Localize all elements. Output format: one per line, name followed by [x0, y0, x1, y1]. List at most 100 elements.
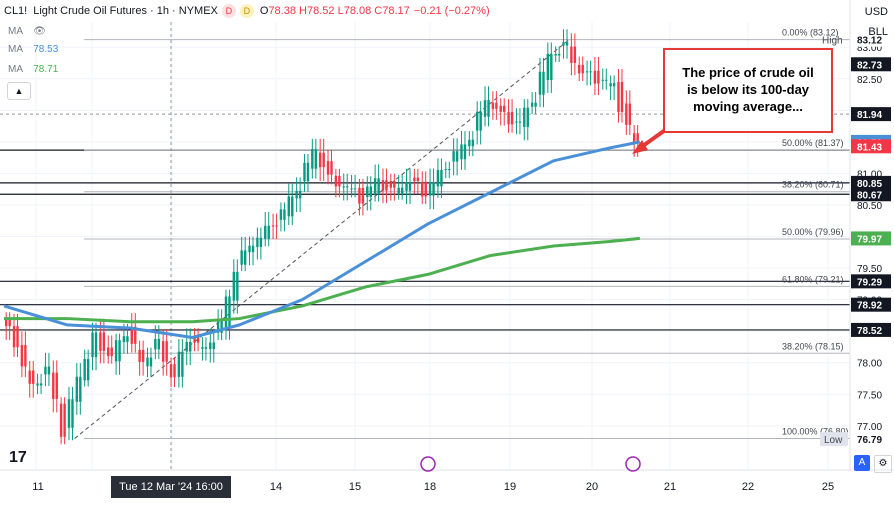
- candle-body: [52, 372, 55, 399]
- ma-value: 78.53: [33, 44, 59, 55]
- candle-body: [264, 225, 267, 239]
- symbol[interactable]: CL1!: [4, 5, 28, 17]
- candle-body: [295, 190, 298, 199]
- collapse-indicators-button[interactable]: ▲: [7, 82, 31, 100]
- candle-body: [523, 107, 526, 127]
- candle-body: [12, 326, 16, 348]
- candle-body: [306, 162, 310, 182]
- candle-body: [589, 71, 592, 73]
- candle-body: [141, 349, 145, 362]
- y-tick-label: 78.00: [857, 359, 882, 370]
- candle-body: [228, 296, 231, 328]
- candle-body: [177, 351, 181, 377]
- instrument-title: Light Crude Oil Futures · 1h · NYMEX: [33, 5, 218, 17]
- candle-body: [326, 161, 330, 175]
- candle-body: [397, 187, 400, 194]
- candle-body: [298, 190, 302, 199]
- annotation-line-3: moving average...: [693, 99, 803, 114]
- x-tick-label: 15: [349, 481, 361, 493]
- candle-body: [275, 225, 278, 227]
- candle-body: [515, 121, 518, 123]
- candle-body: [256, 237, 259, 248]
- candle-body: [243, 250, 247, 265]
- candle-body: [20, 345, 24, 367]
- price-tag-bg: [851, 139, 891, 154]
- unit-label[interactable]: BLL: [868, 26, 888, 38]
- candle-body: [389, 181, 393, 188]
- candle-body: [102, 332, 106, 351]
- candle-body: [110, 347, 113, 357]
- candle-body: [625, 103, 628, 125]
- candle-body: [267, 225, 270, 239]
- ma-row-3[interactable]: MA 78.71: [8, 64, 58, 75]
- candle-body: [91, 332, 94, 358]
- candle-body: [201, 347, 204, 349]
- candle-body: [491, 102, 495, 109]
- candle-body: [503, 105, 506, 112]
- candle-body: [353, 188, 357, 190]
- candle-body: [526, 107, 529, 127]
- y-tick-label: 80.50: [857, 201, 882, 212]
- low-tag-bg: [820, 432, 848, 447]
- candle-body: [322, 152, 325, 168]
- candle-body: [413, 177, 416, 182]
- candle-body: [605, 79, 608, 81]
- change-value: −0.21 (−0.27%): [413, 5, 490, 17]
- price-tag-bg: [851, 231, 891, 246]
- candle-body: [271, 225, 275, 227]
- x-tick-label: 18: [424, 481, 436, 493]
- candle-body: [444, 169, 447, 171]
- candle-body: [448, 169, 451, 171]
- y-tick-label: 81.00: [857, 169, 882, 180]
- settings-gear-icon[interactable]: ⚙: [874, 455, 892, 473]
- ma-row-2[interactable]: MA 78.53: [8, 44, 58, 55]
- eye-icon[interactable]: 👁: [33, 26, 46, 37]
- candle-body: [358, 187, 361, 204]
- candle-body: [86, 359, 90, 381]
- candle-body: [47, 366, 51, 375]
- ma-label: MA: [8, 64, 23, 75]
- candle-body: [157, 338, 161, 350]
- candle-body: [287, 196, 290, 217]
- price-tag-bg: [851, 175, 891, 190]
- candle-body: [16, 326, 19, 348]
- candle-body: [107, 347, 110, 357]
- auto-scale-button[interactable]: A: [854, 455, 870, 471]
- candle-body: [334, 175, 338, 187]
- candle-body: [346, 186, 349, 188]
- fib-level-label: 50.00% (81.37): [782, 138, 844, 148]
- candle-body: [554, 53, 557, 56]
- ma-row-1[interactable]: MA 👁: [8, 26, 46, 37]
- candle-body: [487, 100, 490, 117]
- candle-body: [126, 336, 129, 342]
- candle-body: [291, 196, 294, 217]
- candle-body: [550, 53, 553, 81]
- candle-body: [204, 347, 208, 349]
- y-tick-label: 77.00: [857, 422, 882, 433]
- candle-body: [75, 376, 79, 402]
- y-tick-label: 82.50: [857, 75, 882, 86]
- price-tag: 81.94: [857, 110, 882, 121]
- annotation-arrowhead: [632, 140, 648, 154]
- candle-body: [240, 250, 243, 265]
- candle-body: [400, 187, 404, 194]
- candle-body: [259, 237, 263, 248]
- candle-body: [154, 338, 157, 350]
- candle-body: [421, 181, 424, 197]
- candle-body: [455, 151, 459, 162]
- candle-body: [283, 209, 286, 220]
- fib-level-label: 0.00% (83.12): [782, 28, 839, 38]
- annotation-line-2: is below its 100-day: [686, 82, 810, 97]
- candle-body: [350, 188, 353, 190]
- crosshair-date-label: Tue 12 Mar '24 16:00: [111, 476, 231, 498]
- y-tick-label: 83.00: [857, 43, 882, 54]
- candle-body: [428, 182, 432, 196]
- candle-body: [573, 46, 577, 63]
- candle-body: [114, 340, 118, 362]
- price-tag-bg: [851, 297, 891, 312]
- currency-label[interactable]: USD: [864, 6, 888, 18]
- candle-body: [499, 105, 502, 112]
- candle-body: [44, 366, 47, 375]
- price-tag: 80.85: [857, 179, 882, 190]
